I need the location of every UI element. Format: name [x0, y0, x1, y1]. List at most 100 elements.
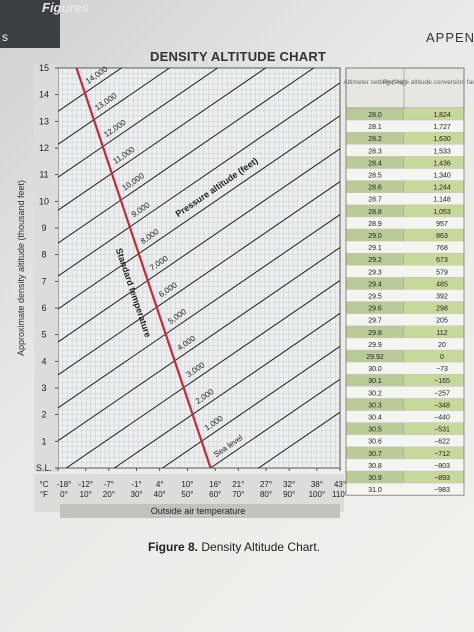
- x-tick-label-celsius: 10°: [181, 480, 193, 489]
- table-cell-bg: [346, 458, 404, 471]
- table-cell-bg: [346, 410, 404, 423]
- table-cell-bg: [404, 229, 464, 242]
- table-altimeter-value: 30.5: [368, 427, 382, 434]
- table-altimeter-value: 29.8: [368, 330, 382, 337]
- table-cell-bg: [346, 132, 404, 145]
- table-cell-bg: [346, 337, 404, 350]
- table-altimeter-value: 30.4: [368, 415, 382, 422]
- table-conversion-value: 20: [438, 342, 446, 349]
- table-cell-bg: [404, 434, 464, 447]
- table-altimeter-value: 29.0: [368, 233, 382, 240]
- section-header-figures: Figures: [42, 0, 89, 15]
- table-cell-bg: [346, 483, 404, 496]
- table-altimeter-value: 30.7: [368, 451, 382, 458]
- table-cell-bg: [404, 192, 464, 205]
- standard-temperature-line: [75, 68, 212, 468]
- x-tick-label-fahrenheit: 80°: [260, 490, 272, 499]
- table-cell-bg: [404, 422, 464, 435]
- table-cell-bg: [404, 446, 464, 459]
- y-tick-label: 13: [39, 116, 49, 126]
- x-tick-label-fahrenheit: 30°: [131, 490, 143, 499]
- table-conversion-value: −348: [434, 402, 450, 409]
- figure-caption: Figure 8. Density Altitude Chart.: [148, 540, 320, 554]
- x-axis-celsius-prefix: °C: [40, 480, 49, 489]
- table-cell-bg: [404, 216, 464, 229]
- table-cell-bg: [346, 277, 404, 290]
- table-cell-bg: [404, 144, 464, 157]
- table-altimeter-value: 28.5: [368, 173, 382, 180]
- table-cell-bg: [404, 374, 464, 387]
- y-tick-label: 1: [41, 436, 46, 446]
- pressure-altitude-line: [58, 148, 340, 343]
- table-cell-bg: [346, 386, 404, 399]
- table-cell-bg: [404, 362, 464, 375]
- table-cell-bg: [346, 108, 404, 121]
- x-tick-label-celsius: 38°: [311, 480, 323, 489]
- table-conversion-value: 957: [436, 221, 448, 228]
- table-cell-bg: [346, 192, 404, 205]
- table-cell-bg: [404, 156, 464, 169]
- pressure-altitude-line: [58, 213, 340, 409]
- pressure-altitude-line: [58, 68, 219, 178]
- y-axis-band: [34, 64, 58, 472]
- table-cell-bg: [346, 289, 404, 302]
- table-cell-bg: [346, 253, 404, 266]
- x-tick-label-celsius: 16°: [209, 480, 221, 489]
- table-altimeter-value: 29.9: [368, 342, 382, 349]
- table-conversion-value: 485: [436, 281, 448, 288]
- table-conversion-value: 579: [436, 269, 448, 276]
- y-tick-label: 7: [41, 276, 46, 286]
- pressure-altitude-line: [58, 82, 340, 277]
- x-tick-label-fahrenheit: 20°: [103, 490, 115, 499]
- table-cell-bg: [346, 422, 404, 435]
- table-conversion-value: −803: [434, 463, 450, 470]
- table-conversion-value: 0: [440, 354, 444, 361]
- y-tick-label: 10: [39, 196, 49, 206]
- section-header-appendix: APPEN: [426, 30, 474, 45]
- table-conversion-value: 1,148: [433, 197, 451, 204]
- table-cell-bg: [346, 204, 404, 217]
- y-tick-label: 8: [41, 250, 46, 260]
- pressure-altitude-line: [113, 312, 340, 468]
- x-tick-label-fahrenheit: 60°: [209, 490, 221, 499]
- x-tick-label-celsius: 4°: [156, 480, 164, 489]
- table-conversion-value: 1,053: [433, 209, 451, 216]
- table-cell-bg: [404, 132, 464, 145]
- table-altimeter-value: 28.7: [368, 197, 382, 204]
- table-altimeter-value: 30.1: [368, 378, 382, 385]
- chart-title: DENSITY ALTITUDE CHART: [150, 49, 327, 64]
- y-tick-label: 9: [41, 223, 46, 233]
- table-altimeter-value: 30.2: [368, 390, 382, 397]
- table-cell-bg: [404, 337, 464, 350]
- table-conversion-value: −983: [434, 487, 450, 494]
- y-tick-label: 2: [41, 410, 46, 420]
- table-conversion-value: 863: [436, 233, 448, 240]
- table-cell-bg: [404, 265, 464, 278]
- table-cell-bg: [404, 410, 464, 423]
- x-tick-label-fahrenheit: 70°: [232, 490, 244, 499]
- table-conversion-value: −531: [434, 427, 450, 434]
- table-conversion-value: 1,340: [433, 173, 451, 180]
- table-cell-bg: [346, 265, 404, 278]
- x-tick-label-celsius: -12°: [78, 480, 93, 489]
- x-tick-label-fahrenheit: 110°: [332, 490, 348, 499]
- y-tick-label: 12: [39, 143, 49, 153]
- table-conversion-value: 1,533: [433, 148, 451, 155]
- table-conversion-value: 1,244: [433, 185, 451, 192]
- table-cell-bg: [346, 120, 404, 133]
- x-tick-label-fahrenheit: 90°: [283, 490, 295, 499]
- y-tick-label: 4: [41, 356, 46, 366]
- table-altimeter-value: 29.1: [368, 245, 382, 252]
- table-conversion-value: 673: [436, 257, 448, 264]
- table-cell-bg: [404, 386, 464, 399]
- table-cell-bg: [404, 471, 464, 484]
- altimeter-conversion-table: Altimeter setting ("Hg)Pressure altitude…: [343, 67, 474, 496]
- table-altimeter-value: 30.8: [368, 463, 382, 470]
- table-altimeter-value: 28.9: [368, 221, 382, 228]
- table-altimeter-value: 29.5: [368, 294, 382, 301]
- pressure-altitude-line: [58, 68, 123, 112]
- pressure-altitude-line: [161, 345, 340, 468]
- table-conversion-value: −73: [436, 366, 448, 373]
